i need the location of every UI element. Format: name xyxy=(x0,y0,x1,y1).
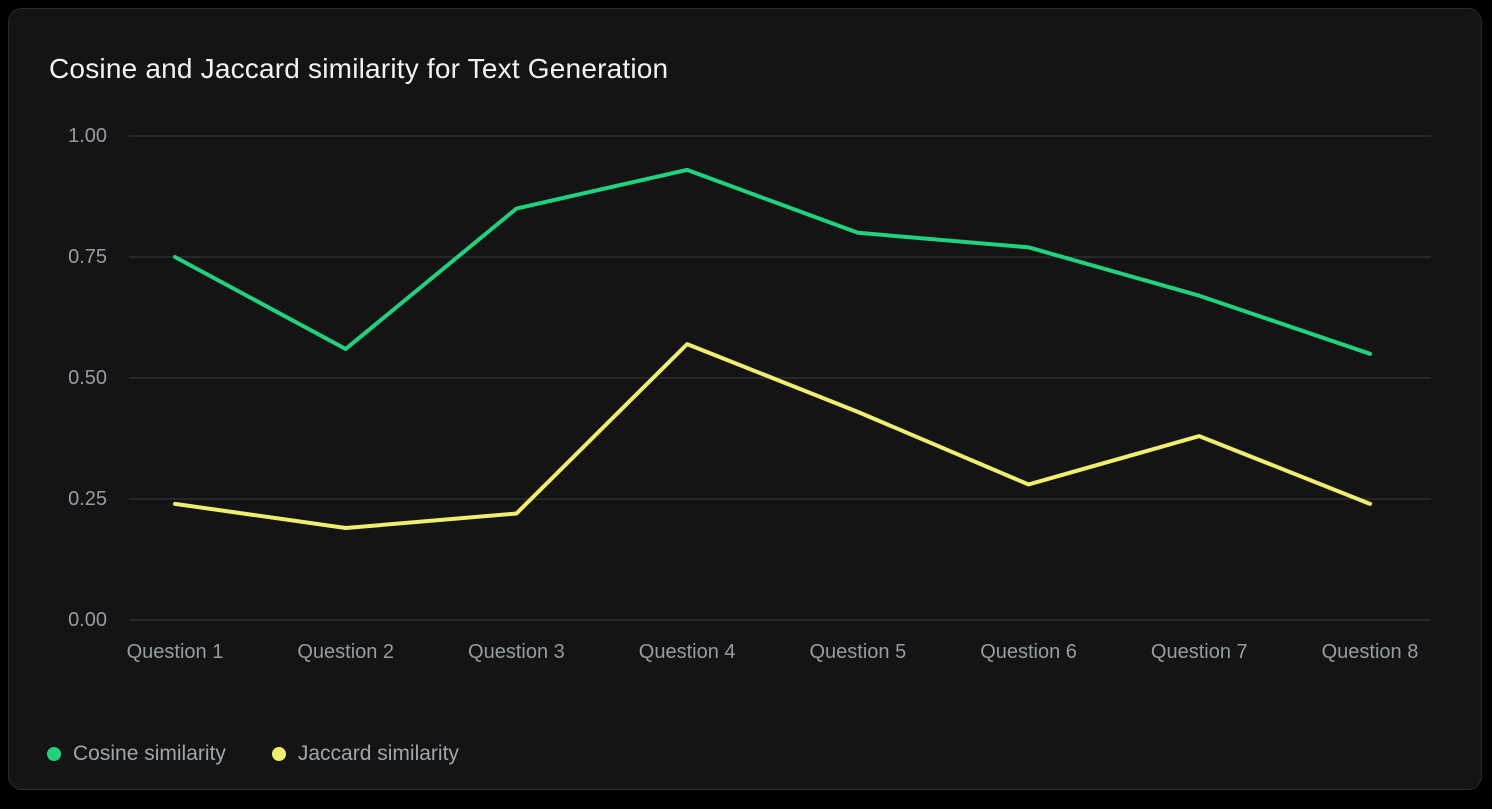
chart-card: Cosine and Jaccard similarity for Text G… xyxy=(8,8,1482,790)
cosine-series-dot-icon xyxy=(47,747,61,761)
x-tick-label: Question 2 xyxy=(297,641,395,663)
legend-label-cosine: Cosine similarity xyxy=(73,742,226,765)
series-line-1[interactable] xyxy=(173,342,1372,531)
y-tick-label: 0.00 xyxy=(68,609,107,631)
legend-item-cosine[interactable]: Cosine similarity xyxy=(47,742,226,766)
y-tick-label: 0.25 xyxy=(68,488,107,510)
x-tick-label: Question 3 xyxy=(468,641,565,663)
legend-label-jaccard: Jaccard similarity xyxy=(297,742,459,765)
jaccard-series-dot-icon xyxy=(271,747,286,761)
x-tick-label: Question 6 xyxy=(980,641,1077,663)
x-tick-label: Question 1 xyxy=(126,641,224,663)
x-tick-label: Question 7 xyxy=(1150,641,1248,663)
chart-title: Cosine and Jaccard similarity for Text G… xyxy=(49,53,669,84)
x-tick-label: Question 8 xyxy=(1321,641,1419,663)
line-chart-plot-area[interactable] xyxy=(9,9,1492,809)
y-tick-label: 0.50 xyxy=(68,367,107,389)
y-tick-label: 1.00 xyxy=(68,125,107,147)
y-tick-label: 0.75 xyxy=(68,246,107,268)
x-tick-label: Question 5 xyxy=(809,641,907,663)
x-tick-label: Question 4 xyxy=(638,641,736,663)
legend-item-jaccard[interactable]: Jaccard similarity xyxy=(271,742,459,766)
series-line-0[interactable] xyxy=(173,167,1372,356)
legend: Cosine similarity Jaccard similarity xyxy=(47,742,459,766)
